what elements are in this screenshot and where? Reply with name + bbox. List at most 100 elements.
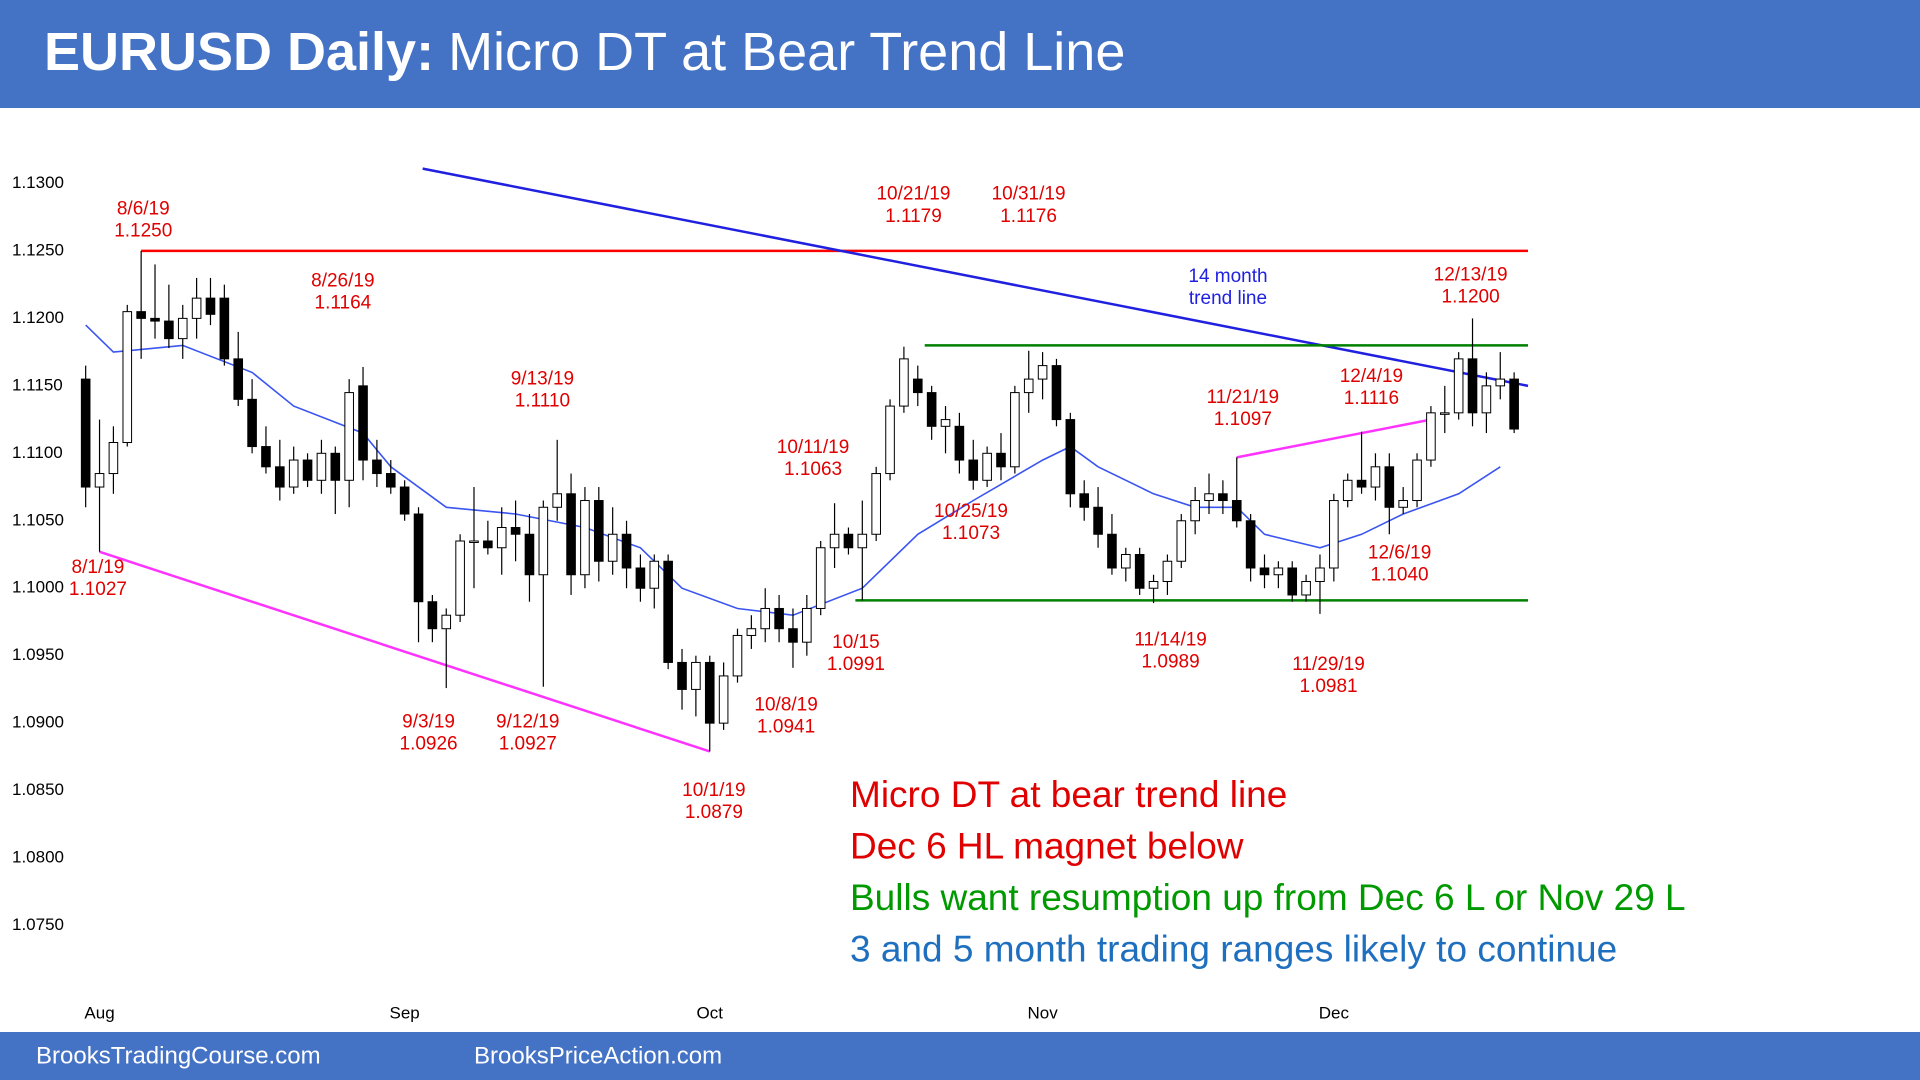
candle-body — [1259, 567, 1270, 576]
header-band — [0, 0, 1920, 108]
annotation-date: 10/1/19 — [682, 780, 745, 801]
candle-body — [1342, 479, 1353, 502]
candle-body — [219, 297, 230, 360]
candle-body — [607, 533, 618, 562]
candle-body — [691, 661, 701, 690]
candle-body — [302, 459, 313, 481]
candle-body — [1093, 506, 1103, 535]
candle-body — [1287, 567, 1298, 596]
candle-body — [1051, 365, 1062, 421]
candle-body — [1509, 378, 1519, 430]
annotation-price: 1.1073 — [942, 523, 1000, 544]
candle-body — [469, 540, 479, 544]
note: Bulls want resumption up from Dec 6 L or… — [850, 877, 1686, 918]
annotation-date: 10/25/19 — [934, 501, 1008, 522]
candle-body — [899, 358, 909, 407]
trend-line-label: trend line — [1189, 288, 1267, 309]
candle-body — [1107, 533, 1117, 569]
y-tick-label: 1.0800 — [12, 848, 64, 867]
candle-body — [191, 297, 202, 319]
candle-body — [164, 320, 174, 340]
candle-body — [815, 547, 826, 609]
annotation-price: 1.0926 — [400, 734, 458, 755]
annotation-date: 10/8/19 — [754, 694, 817, 715]
candle-body — [1315, 567, 1325, 582]
annotation-date: 10/31/19 — [992, 184, 1066, 205]
annotation-date: 9/12/19 — [496, 711, 559, 732]
candle-body — [524, 533, 535, 576]
annotation-price: 1.0989 — [1142, 651, 1200, 672]
candle-body — [829, 533, 840, 549]
note: 3 and 5 month trading ranges likely to c… — [850, 928, 1617, 969]
annotation-price: 1.1097 — [1214, 409, 1272, 430]
candle-body — [635, 567, 646, 589]
candle-body — [1245, 520, 1256, 569]
x-tick-label: Aug — [84, 1003, 114, 1022]
chart-title: EURUSD Daily: Micro DT at Bear Trend Line — [44, 22, 1125, 82]
candle-body — [760, 607, 771, 630]
y-tick-label: 1.0900 — [12, 713, 64, 732]
candle-body — [385, 473, 396, 488]
candle-body — [233, 358, 244, 400]
annotation-price: 1.1250 — [114, 220, 172, 241]
candle-body — [483, 540, 493, 549]
annotation-date: 12/6/19 — [1368, 542, 1431, 563]
candle-body — [1426, 412, 1436, 461]
candle-body — [552, 493, 563, 508]
x-tick-label: Nov — [1027, 1003, 1058, 1022]
candle-body — [1176, 520, 1187, 562]
annotation-date: 9/13/19 — [511, 369, 574, 390]
candle-body — [1384, 466, 1395, 508]
candle-body — [954, 425, 965, 461]
annotation-date: 11/29/19 — [1292, 654, 1365, 675]
candle-body — [746, 628, 757, 636]
y-tick-label: 1.0750 — [12, 915, 64, 934]
candle-body — [275, 466, 285, 488]
candle-body — [1065, 419, 1076, 495]
candle-body — [1121, 554, 1131, 569]
note: Micro DT at bear trend line — [850, 774, 1287, 815]
candle-body — [1301, 580, 1311, 596]
candle-body — [108, 442, 119, 475]
candle-body — [427, 601, 438, 630]
candle-body — [344, 392, 354, 481]
reference-line — [99, 550, 711, 753]
annotation-price: 1.1110 — [515, 391, 570, 412]
annotation-price: 1.1176 — [1000, 206, 1057, 227]
annotation-price: 1.0941 — [757, 716, 815, 737]
annotation-price: 1.0981 — [1300, 676, 1358, 697]
candle-body — [774, 607, 784, 630]
candle-body — [857, 533, 868, 549]
candle-body — [94, 473, 105, 488]
candle-body — [663, 560, 673, 663]
candle-body — [1010, 392, 1020, 468]
annotation-date: 9/3/19 — [402, 711, 455, 732]
candle-body — [1037, 365, 1048, 380]
candle-body — [802, 607, 812, 643]
candle-body — [288, 459, 299, 488]
candle-body — [1079, 493, 1090, 508]
candle-body — [455, 540, 465, 616]
candle-body — [1495, 378, 1506, 387]
annotation-price: 1.1200 — [1442, 287, 1500, 308]
x-tick-label: Dec — [1319, 1003, 1350, 1022]
candle-body — [621, 533, 632, 569]
candle-body — [399, 486, 410, 515]
candle-body — [1370, 466, 1381, 488]
trend-line-label: 14 month — [1188, 266, 1267, 287]
candle-body — [1412, 459, 1422, 502]
annotation-price: 1.1027 — [69, 579, 127, 600]
candle-body — [1204, 493, 1214, 502]
candle-body — [1481, 385, 1492, 414]
footer-text: BrooksTradingCourse.com — [36, 1042, 321, 1069]
candle-body — [413, 513, 424, 603]
y-tick-label: 1.1300 — [12, 173, 64, 192]
candle-body — [871, 473, 881, 535]
candle-body — [968, 459, 979, 481]
annotation-price: 1.1040 — [1371, 565, 1429, 586]
annotation-price: 1.1164 — [315, 293, 372, 314]
annotation-date: 10/21/19 — [876, 184, 950, 205]
annotation-price: 1.1063 — [784, 459, 842, 480]
candle-body — [441, 614, 452, 630]
